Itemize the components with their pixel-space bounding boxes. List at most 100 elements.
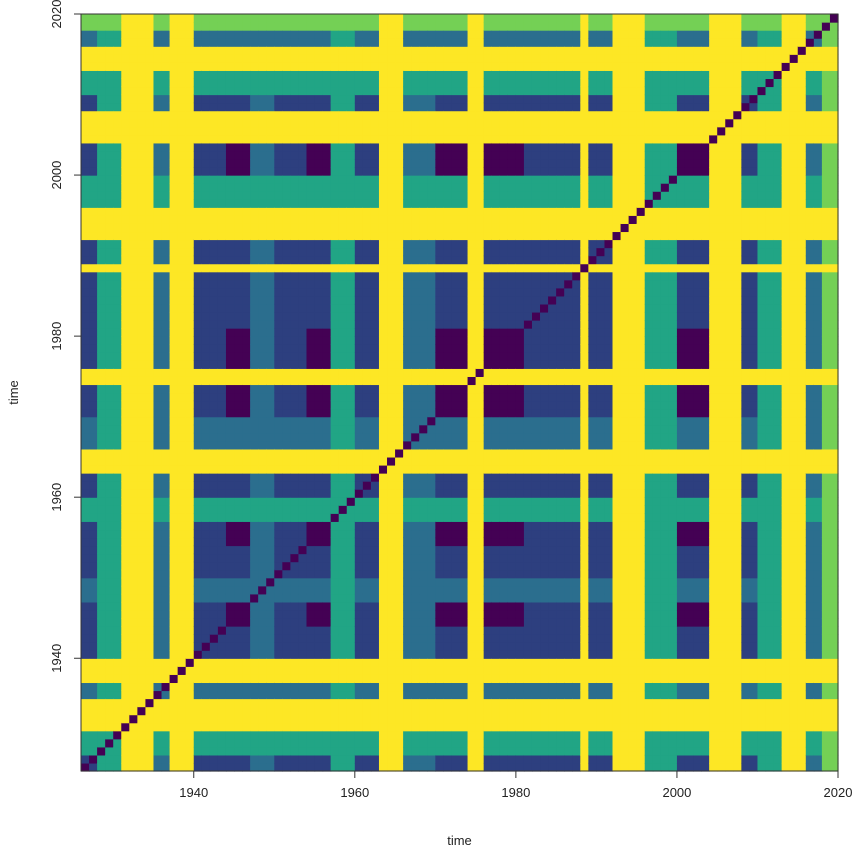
heatmap-cell <box>395 553 404 563</box>
heatmap-cell <box>89 456 98 466</box>
heatmap-cell <box>89 86 98 96</box>
heatmap-cell <box>193 94 203 104</box>
heatmap-cell <box>346 102 356 112</box>
heatmap-cell <box>153 481 163 490</box>
heatmap-cell <box>403 215 412 224</box>
heatmap-cell <box>169 529 179 539</box>
heatmap-cell <box>362 448 372 458</box>
heatmap-cell <box>169 601 179 611</box>
heatmap-cell <box>81 505 90 514</box>
heatmap-cell <box>378 513 388 522</box>
heatmap-cell <box>209 392 219 402</box>
heatmap-cell <box>113 150 122 160</box>
heatmap-cell <box>121 263 130 273</box>
heatmap-cell <box>459 158 469 168</box>
heatmap-cell <box>242 400 251 410</box>
heatmap-cell <box>387 175 396 184</box>
heatmap-cell <box>177 22 187 31</box>
heatmap-cell <box>217 223 227 233</box>
heatmap-cell <box>411 215 420 224</box>
heatmap-cell <box>362 456 372 466</box>
heatmap-cell <box>403 650 412 659</box>
heatmap-cell <box>81 674 90 684</box>
heatmap-cell <box>234 400 243 410</box>
heatmap-cell <box>483 473 493 482</box>
heatmap-cell <box>378 706 388 716</box>
heatmap-cell <box>435 328 444 337</box>
heatmap-cell <box>193 505 203 514</box>
heatmap-cell <box>314 730 324 740</box>
heatmap-cell <box>209 722 219 732</box>
heatmap-cell <box>89 489 98 498</box>
heatmap-cell <box>258 239 267 249</box>
heatmap-cell <box>242 175 251 184</box>
heatmap-cell <box>177 714 187 724</box>
heatmap-cell <box>370 585 380 595</box>
heatmap-cell <box>443 464 453 474</box>
heatmap-cell <box>161 279 171 289</box>
heatmap-cell <box>395 585 404 595</box>
heatmap-cell <box>242 271 251 281</box>
heatmap-cell <box>177 521 187 531</box>
heatmap-cell <box>330 432 340 442</box>
heatmap-cell <box>169 569 179 579</box>
heatmap-cell <box>362 746 372 756</box>
heatmap-cell <box>362 134 372 144</box>
heatmap-cell <box>234 553 243 563</box>
heatmap-cell <box>459 722 469 732</box>
heatmap-cell <box>451 569 461 579</box>
heatmap-cell <box>354 376 364 386</box>
heatmap-cell <box>217 521 227 531</box>
heatmap-cell <box>129 94 138 104</box>
heatmap-cell <box>193 255 203 265</box>
heatmap-cell <box>411 682 420 692</box>
heatmap-cell <box>338 110 348 120</box>
heatmap-cell <box>403 22 412 31</box>
heatmap-cell <box>225 537 235 547</box>
heatmap-cell <box>354 303 364 313</box>
heatmap-cell <box>467 448 477 458</box>
heatmap-cell <box>306 674 316 684</box>
heatmap-cell <box>419 239 428 249</box>
heatmap-cell <box>234 706 243 716</box>
heatmap-cell <box>274 14 283 23</box>
heatmap-cell <box>153 593 163 603</box>
heatmap-cell <box>250 561 259 571</box>
heatmap-cell <box>387 626 396 635</box>
heatmap-cell <box>443 529 453 539</box>
heatmap-cell <box>322 553 332 563</box>
heatmap-cell <box>258 473 267 482</box>
heatmap-cell <box>242 537 251 547</box>
heatmap-cell <box>258 642 267 651</box>
heatmap-cell <box>395 682 404 692</box>
heatmap-cell <box>201 62 211 71</box>
heatmap-cell <box>97 754 106 764</box>
heatmap-cell <box>354 102 364 112</box>
heatmap-cell <box>370 473 380 482</box>
heatmap-cell <box>467 118 477 128</box>
heatmap-cell <box>451 158 461 168</box>
heatmap-cell <box>491 714 501 724</box>
heatmap-cell <box>435 448 444 458</box>
heatmap-cell <box>161 529 171 539</box>
heatmap-cell <box>97 601 106 611</box>
heatmap-cell <box>395 328 404 337</box>
heatmap-cell <box>161 207 171 216</box>
heatmap-cell <box>330 762 340 772</box>
heatmap-cell <box>411 577 420 587</box>
heatmap-cell <box>137 142 147 152</box>
heatmap-cell <box>427 199 436 208</box>
heatmap-cell <box>282 199 291 208</box>
heatmap-cell <box>475 223 485 233</box>
heatmap-cell <box>129 239 138 249</box>
heatmap-cell <box>330 303 340 313</box>
heatmap-cell <box>89 408 98 418</box>
heatmap-cell <box>338 529 348 539</box>
heatmap-cell <box>322 223 332 233</box>
heatmap-cell <box>346 617 356 627</box>
heatmap-cell <box>298 432 308 442</box>
heatmap-cell <box>507 650 517 659</box>
heatmap-cell <box>419 440 428 450</box>
heatmap-cell <box>153 569 163 579</box>
heatmap-cell <box>362 754 372 764</box>
